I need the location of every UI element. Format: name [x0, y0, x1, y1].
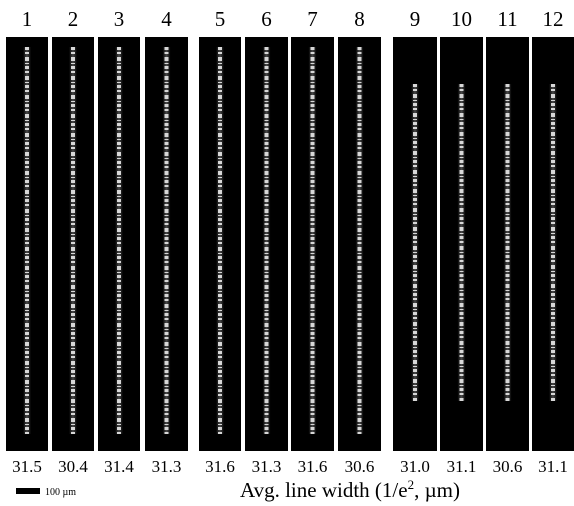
line-glow: [69, 47, 77, 434]
line-width-value: 31.5: [12, 457, 42, 476]
line-glow: [355, 47, 364, 434]
line-width-value: 31.3: [252, 457, 282, 476]
panels: 1 31.5 2 30.4 3 31.4 4 31.3 5 31.6 6 31.3 7 31.6 8 30.6…: [6, 7, 574, 476]
line-width-value: 30.6: [493, 457, 523, 476]
line-width-value: 31.6: [298, 457, 328, 476]
panel-label: 8: [354, 7, 365, 31]
line-glow: [115, 47, 123, 434]
scale-bar: [16, 488, 40, 494]
caption-suffix: , µm): [414, 478, 460, 502]
caption-superscript: 2: [408, 477, 415, 492]
line-glow: [262, 47, 271, 434]
scale-bar-label: 100 µm: [45, 487, 76, 498]
line-glow: [308, 47, 317, 434]
line-glow: [162, 47, 171, 434]
line-width-value: 31.1: [447, 457, 477, 476]
line-width-value: 31.1: [538, 457, 568, 476]
panel-label: 3: [114, 7, 125, 31]
caption: Avg. line width (1/e2, µm): [240, 477, 460, 502]
panel-label: 9: [410, 7, 421, 31]
panel-label: 6: [261, 7, 272, 31]
line-width-value: 31.6: [205, 457, 235, 476]
panel-label: 12: [543, 7, 564, 31]
line-width-value: 30.4: [58, 457, 88, 476]
line-glow: [216, 47, 224, 434]
line-width-value: 31.3: [152, 457, 182, 476]
line-glow: [23, 47, 31, 434]
panel-label: 2: [68, 7, 79, 31]
panel-label: 1: [22, 7, 33, 31]
line-width-value: 30.6: [345, 457, 375, 476]
panel-label: 4: [161, 7, 172, 31]
line-width-value: 31.0: [400, 457, 430, 476]
panel-label: 5: [215, 7, 226, 31]
line-width-value: 31.4: [104, 457, 134, 476]
panel-label: 10: [451, 7, 472, 31]
caption-text: Avg. line width (1/e: [240, 478, 408, 502]
panel-label: 11: [497, 7, 517, 31]
panel-label: 7: [307, 7, 318, 31]
